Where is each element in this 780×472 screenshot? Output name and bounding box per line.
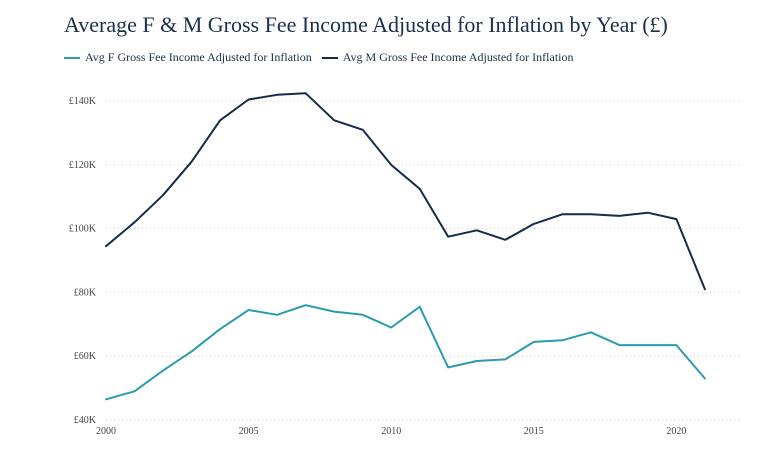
- data-point[interactable]: [645, 343, 650, 348]
- data-point[interactable]: [503, 237, 508, 242]
- legend-swatch-f: [64, 56, 80, 59]
- data-point[interactable]: [360, 312, 365, 317]
- data-point[interactable]: [275, 312, 280, 317]
- legend-label-m: Avg M Gross Fee Income Adjusted for Infl…: [342, 50, 574, 64]
- data-point[interactable]: [389, 162, 394, 167]
- x-tick-label: 2015: [524, 426, 544, 437]
- data-point[interactable]: [275, 92, 280, 97]
- legend-item-m[interactable]: Avg M Gross Fee Income Adjusted for Infl…: [321, 50, 574, 65]
- data-point[interactable]: [560, 338, 565, 343]
- x-tick-label: 2000: [96, 426, 116, 437]
- y-tick-label: £40K: [74, 415, 97, 426]
- data-point[interactable]: [303, 91, 308, 96]
- data-point[interactable]: [674, 217, 679, 222]
- data-point[interactable]: [417, 186, 422, 191]
- data-point[interactable]: [360, 127, 365, 132]
- data-point[interactable]: [702, 287, 707, 292]
- data-point[interactable]: [446, 365, 451, 370]
- data-point[interactable]: [674, 343, 679, 348]
- data-point[interactable]: [161, 193, 166, 198]
- x-tick-label: 2010: [381, 426, 401, 437]
- data-point[interactable]: [474, 359, 479, 364]
- y-tick-label: £100K: [69, 224, 97, 235]
- legend-item-f[interactable]: Avg F Gross Fee Income Adjusted for Infl…: [64, 50, 312, 65]
- data-point[interactable]: [104, 397, 109, 402]
- data-point[interactable]: [332, 118, 337, 123]
- y-tick-label: £140K: [69, 96, 97, 107]
- y-tick-label: £80K: [74, 287, 97, 298]
- data-point[interactable]: [161, 368, 166, 373]
- data-point[interactable]: [531, 221, 536, 226]
- data-point[interactable]: [531, 339, 536, 344]
- legend-swatch-m: [321, 56, 338, 59]
- data-point[interactable]: [474, 228, 479, 233]
- x-axis-ticks: 2000 2005 2010 2015 2020: [96, 426, 686, 437]
- x-tick-label: 2005: [239, 426, 259, 437]
- data-point[interactable]: [189, 159, 194, 164]
- legend: Avg F Gross Fee Income Adjusted for Infl…: [64, 50, 584, 65]
- x-tick-label: 2020: [666, 426, 686, 437]
- data-point[interactable]: [389, 325, 394, 330]
- series-line-m[interactable]: [105, 92, 706, 291]
- data-point[interactable]: [303, 303, 308, 308]
- data-point[interactable]: [702, 376, 707, 381]
- data-point[interactable]: [588, 330, 593, 335]
- data-point[interactable]: [503, 357, 508, 362]
- data-point[interactable]: [132, 389, 137, 394]
- chart-title: Average F & M Gross Fee Income Adjusted …: [64, 12, 668, 37]
- y-tick-label: £60K: [74, 351, 97, 362]
- data-point[interactable]: [617, 343, 622, 348]
- legend-label-f: Avg F Gross Fee Income Adjusted for Infl…: [85, 50, 312, 64]
- data-point[interactable]: [332, 309, 337, 314]
- data-point[interactable]: [588, 212, 593, 217]
- y-tick-label: £120K: [69, 160, 97, 171]
- data-point[interactable]: [446, 234, 451, 239]
- data-point[interactable]: [617, 213, 622, 218]
- data-point[interactable]: [189, 349, 194, 354]
- data-point[interactable]: [218, 327, 223, 332]
- data-point[interactable]: [417, 304, 422, 309]
- data-point[interactable]: [132, 220, 137, 225]
- data-point[interactable]: [218, 118, 223, 123]
- data-point[interactable]: [560, 212, 565, 217]
- data-point[interactable]: [246, 97, 251, 102]
- data-point[interactable]: [246, 307, 251, 312]
- data-point[interactable]: [645, 210, 650, 215]
- series-line-f[interactable]: [105, 304, 706, 401]
- series-lines: [104, 91, 707, 402]
- y-axis-ticks: £40K £60K £80K £100K £120K £140K: [69, 96, 97, 426]
- data-point[interactable]: [104, 244, 109, 249]
